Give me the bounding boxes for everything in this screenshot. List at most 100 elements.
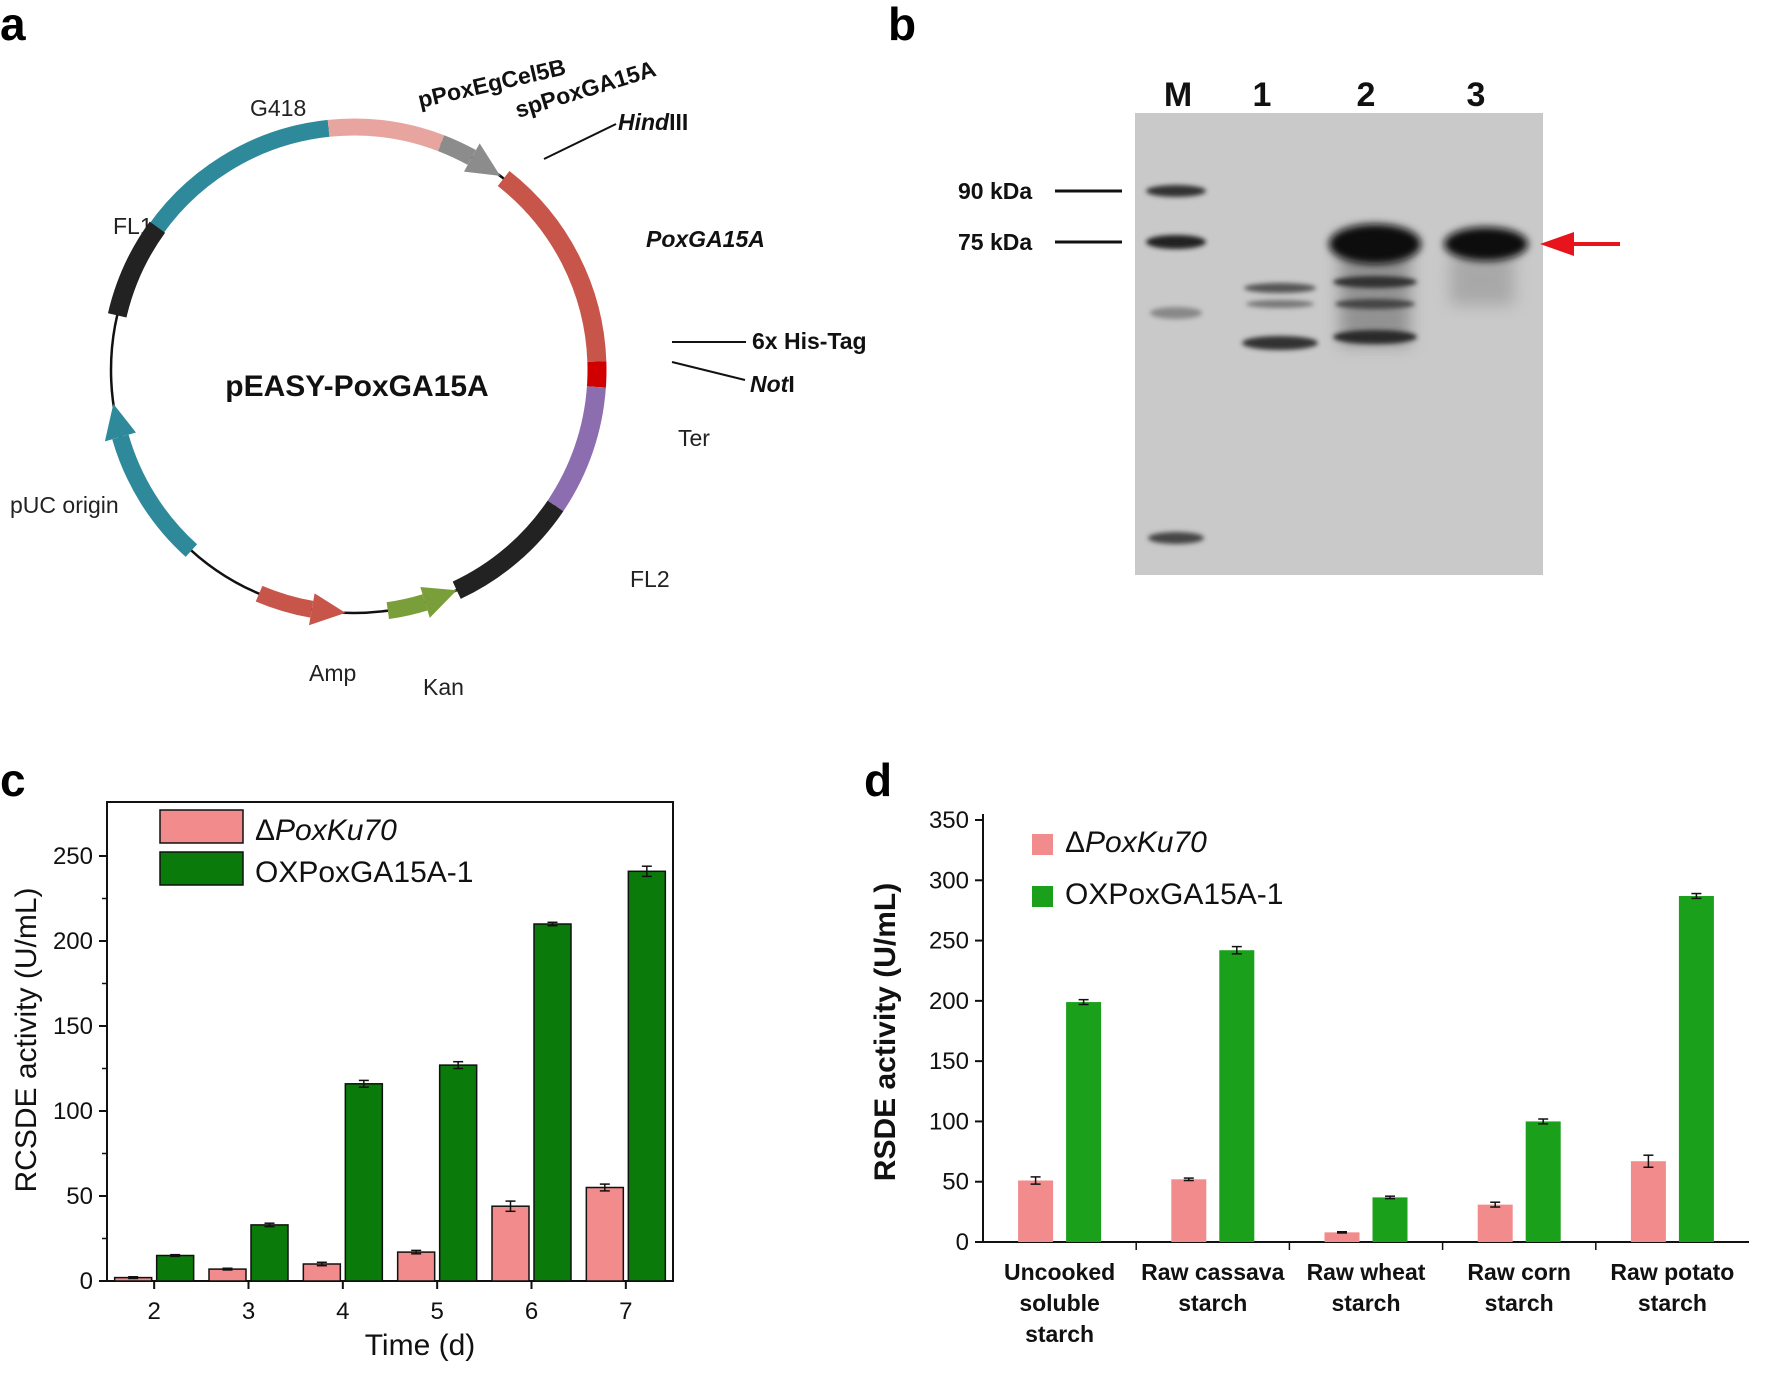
- bar-ox-5: [1678, 895, 1714, 1242]
- lane-label-2: 2: [1357, 76, 1376, 114]
- y-tick-label: 200: [53, 928, 93, 955]
- bar-control-4: [1477, 1204, 1513, 1242]
- bar-ox-5: [533, 923, 572, 1282]
- panel-b: b M 1 2 3 90 kDa 75 kDa: [888, 0, 1620, 575]
- bar-control-2: [208, 1268, 247, 1282]
- plasmid-segment-1: [140, 119, 330, 246]
- lane-label-3: 3: [1467, 76, 1486, 114]
- bar-control-6: [585, 1186, 625, 1282]
- x-tick-label: 6: [525, 1298, 538, 1325]
- bar-control-2: [1171, 1179, 1207, 1242]
- marker-band-75: [1146, 235, 1206, 249]
- y-tick-label: 350: [929, 807, 969, 834]
- legend-label-2: OXPoxGA15A-1: [255, 856, 473, 889]
- marker-label-75: 75 kDa: [958, 229, 1032, 255]
- plasmid-segment-7: [452, 500, 564, 599]
- bar-control-3: [302, 1263, 342, 1282]
- marker-band-low1: [1150, 307, 1202, 319]
- label-his-tag: 6x His-Tag: [752, 328, 867, 354]
- plasmid-segment-9: [255, 585, 314, 618]
- plasmid-name: pEASY-PoxGA15A: [225, 370, 488, 403]
- lane2-band-3: [1335, 299, 1415, 309]
- plasmid-segment-2: [327, 118, 445, 152]
- plasmid-segment-8: [386, 594, 428, 620]
- x-tick-label: soluble: [1019, 1290, 1100, 1316]
- y-axis-title: RCSDE activity (U/mL): [10, 887, 43, 1192]
- label-ter: Ter: [678, 425, 710, 451]
- bar-control-5: [1630, 1161, 1666, 1242]
- legend-swatch-1: [159, 809, 244, 844]
- hindiii-italic: Hind: [618, 109, 670, 135]
- legend-label-1: ΔPoxKu70: [255, 814, 397, 847]
- legend-swatch-1: [1032, 834, 1053, 855]
- noti-italic: Not: [750, 371, 790, 397]
- x-tick-label: starch: [1485, 1290, 1554, 1316]
- lane1-band-b: [1246, 300, 1314, 308]
- bar-ox-4: [1525, 1121, 1561, 1242]
- bar-control-5: [491, 1205, 530, 1282]
- x-tick-label: starch: [1331, 1290, 1400, 1316]
- plasmid-segments: [104, 118, 607, 626]
- bar-control-4: [396, 1251, 436, 1282]
- y-tick-label: 50: [66, 1183, 93, 1210]
- y-tick-label: 0: [80, 1268, 93, 1295]
- x-tick-label: 2: [147, 1298, 160, 1325]
- label-fl1: FL1: [113, 213, 153, 239]
- plasmid-segment-4: [497, 171, 607, 362]
- panel-d-label: d: [864, 754, 892, 806]
- legend-italic: PoxKu70: [275, 814, 397, 847]
- panel-b-label: b: [888, 0, 916, 50]
- plasmid-segment-5: [586, 361, 607, 388]
- plasmid-segment-10: [112, 434, 198, 557]
- x-tick-label: Raw corn: [1467, 1259, 1571, 1285]
- x-tick-label: starch: [1178, 1290, 1247, 1316]
- hindiii-roman: III: [669, 109, 688, 135]
- label-poxga15a: PoxGA15A: [646, 226, 765, 252]
- y-tick-label: 150: [929, 1048, 969, 1075]
- lane2-band-4: [1333, 330, 1417, 344]
- label-fl2: FL2: [630, 566, 670, 592]
- x-tick-label: Uncooked: [1004, 1259, 1115, 1285]
- plasmid-arrowhead-9: [308, 593, 346, 626]
- plasmid-arrowhead-10: [104, 403, 136, 442]
- x-tick-label: 4: [336, 1298, 349, 1325]
- marker-band-low2: [1148, 532, 1204, 544]
- label-amp: Amp: [309, 660, 356, 686]
- y-tick-label: 200: [929, 988, 969, 1015]
- x-tick-label: 5: [430, 1298, 443, 1325]
- legend-delta: Δ: [255, 814, 275, 847]
- chart-frame: [106, 801, 674, 1282]
- panel-c: c 0 50 100 150 200 250 2 3 4 5 6 7 ΔPoxKu70 OXPoxGA15…: [0, 754, 674, 1362]
- bar-ox-1: [1066, 1002, 1102, 1242]
- chart-d: 0 50 100 150 200 250 300 350 Uncooked soluble star…: [869, 807, 1749, 1347]
- x-tick-label: 3: [242, 1298, 255, 1325]
- lane2-band-main: [1329, 224, 1421, 264]
- legend-swatch-2: [1032, 886, 1053, 907]
- panel-d: d 0 50 100 150 200 250 300 350 Uncooked soluble st…: [864, 754, 1749, 1347]
- label-puc-origin: pUC origin: [10, 492, 119, 518]
- lane-label-m: M: [1164, 76, 1192, 114]
- noti-roman: I: [788, 371, 794, 397]
- label-kan: Kan: [423, 674, 464, 700]
- chart-c: 0 50 100 150 200 250 2 3 4 5 6 7 ΔPoxKu70 OXPoxGA15A-…: [10, 801, 674, 1362]
- bar-ox-2: [1219, 950, 1255, 1242]
- lane-label-1: 1: [1253, 76, 1272, 114]
- lane2-band-2: [1333, 276, 1417, 288]
- lane3-smear: [1450, 255, 1514, 305]
- y-tick-label: 250: [929, 928, 969, 955]
- x-axis-title: Time (d): [365, 1329, 476, 1362]
- legend-delta: Δ: [1065, 826, 1085, 859]
- y-tick-label: 100: [929, 1108, 969, 1135]
- x-tick-label: Raw potato: [1610, 1259, 1734, 1285]
- lane1-band-c: [1242, 336, 1318, 350]
- plasmid-segment-3: [437, 135, 476, 165]
- legend-label-2: OXPoxGA15A-1: [1065, 878, 1283, 911]
- red-arrow-icon: [1540, 232, 1620, 256]
- lane3-band-main: [1444, 227, 1528, 261]
- label-hindiii: HindIII: [618, 109, 688, 135]
- plasmid-segment-11: [107, 221, 166, 318]
- bar-ox-3: [344, 1083, 384, 1282]
- y-tick-label: 250: [53, 843, 93, 870]
- plasmid-segment-6: [547, 386, 606, 512]
